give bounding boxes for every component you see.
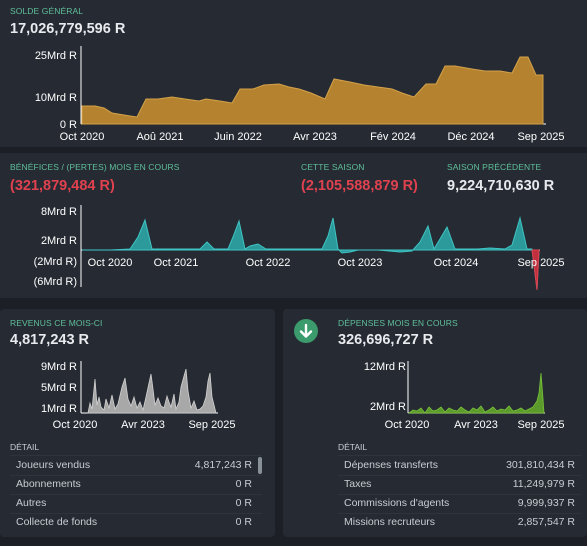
income-ytick-0: 9Mrd R: [41, 361, 77, 373]
income-row: Abonnements 0 R: [10, 475, 262, 494]
income-caption: REVENUS CE MOIS-CI: [10, 318, 103, 328]
balance-area: [81, 56, 544, 125]
income-row-value: 0 R: [235, 497, 252, 509]
income-value: 4,817,243 R: [10, 332, 90, 348]
profit-xtick-4: Oct 2024: [434, 257, 479, 269]
income-chart: 9Mrd R 5Mrd R 1Mrd R Oct 2020 Avr 2023 S…: [41, 361, 236, 431]
income-row: Collecte de fonds 0 R: [10, 513, 262, 532]
expenses-value: 326,696,727 R: [338, 332, 434, 348]
income-row: Autres 0 R: [10, 494, 262, 513]
income-row-value: 0 R: [235, 516, 252, 528]
balance-ytick-0: 25Mrd R: [35, 50, 77, 62]
profit-prev-caption: SAISON PRÉCÉDENTE: [447, 162, 542, 172]
balance-xtick-3: Avr 2023: [293, 131, 337, 143]
profit-prev-value: 9,224,710,630 R: [447, 178, 555, 194]
balance-xtick-1: Aoû 2021: [136, 131, 183, 143]
profit-ytick-3: (6Mrd R): [34, 276, 77, 288]
income-detail-caption: DÉTAIL: [10, 442, 40, 452]
expenses-row-value: 2,857,547 R: [517, 516, 575, 528]
expenses-row: Missions recruteurs 2,857,547 R: [338, 513, 581, 532]
profit-panel: BÉNÉFICES / (PERTES) MOIS EN COURS (321,…: [0, 153, 587, 298]
profit-area: [82, 216, 540, 290]
profit-month-caption: BÉNÉFICES / (PERTES) MOIS EN COURS: [10, 162, 180, 172]
balance-value: 17,026,779,596 R: [10, 21, 126, 37]
income-panel: REVENUS CE MOIS-CI 4,817,243 R 9Mrd R 5M…: [0, 309, 275, 537]
balance-panel: SOLDE GÉNÉRAL 17,026,779,596 R 25Mrd R 1…: [0, 0, 587, 147]
income-xtick-1: Avr 2023: [121, 419, 165, 431]
income-ytick-2: 1Mrd R: [41, 403, 77, 415]
expenses-xtick-2: Sep 2025: [517, 419, 564, 431]
divider: [338, 455, 581, 456]
balance-xtick-5: Déc 2024: [447, 131, 494, 143]
income-row-label: Autres: [16, 497, 47, 509]
income-row-label: Abonnements: [16, 478, 81, 490]
expenses-row-label: Missions recruteurs: [344, 516, 436, 528]
expenses-row: Taxes 11,249,979 R: [338, 475, 581, 494]
income-row-label: Joueurs vendus: [16, 459, 91, 471]
profit-xtick-2: Oct 2022: [246, 257, 291, 269]
expenses-detail-caption: DÉTAIL: [338, 442, 368, 452]
expenses-area: [407, 372, 545, 414]
profit-xtick-1: Oct 2021: [154, 257, 199, 269]
income-scrollbar[interactable]: [258, 457, 262, 474]
balance-xtick-6: Sep 2025: [517, 131, 564, 143]
divider: [338, 513, 581, 514]
income-ytick-1: 5Mrd R: [41, 382, 77, 394]
profit-season-value: (2,105,588,879 R): [301, 178, 418, 194]
profit-season-caption: CETTE SAISON: [301, 162, 365, 172]
profit-ytick-0: 8Mrd R: [41, 206, 77, 218]
divider: [10, 513, 262, 514]
expenses-row-label: Commissions d'agents: [344, 497, 450, 509]
income-row-value: 4,817,243 R: [194, 459, 252, 471]
profit-ytick-2: (2Mrd R): [34, 256, 77, 268]
expenses-row-value: 9,999,937 R: [517, 497, 575, 509]
expenses-xtick-1: Avr 2023: [454, 419, 498, 431]
profit-chart: 8Mrd R 2Mrd R (2Mrd R) (6Mrd R) Oct 2020…: [34, 205, 565, 291]
divider: [338, 475, 581, 476]
expenses-row-label: Taxes: [344, 478, 372, 490]
divider: [10, 494, 262, 495]
expenses-panel: DÉPENSES MOIS EN COURS 326,696,727 R 12M…: [283, 309, 587, 537]
balance-xtick-4: Fév 2024: [370, 131, 416, 143]
profit-negative-segment: [531, 249, 540, 291]
income-area: [87, 368, 217, 414]
income-xtick-0: Oct 2020: [53, 419, 98, 431]
income-xtick-2: Sep 2025: [188, 419, 235, 431]
balance-caption: SOLDE GÉNÉRAL: [10, 6, 84, 16]
expenses-ytick-0: 12Mrd R: [364, 361, 406, 373]
balance-xtick-2: Juin 2022: [214, 131, 262, 143]
profit-xtick-5: Sep 2025: [517, 257, 564, 269]
profit-xtick-3: Oct 2023: [338, 257, 383, 269]
profit-ytick-1: 2Mrd R: [41, 235, 77, 247]
profit-xtick-0: Oct 2020: [88, 257, 133, 269]
divider: [10, 455, 262, 456]
expenses-caption: DÉPENSES MOIS EN COURS: [338, 318, 458, 328]
balance-chart: 25Mrd R 10Mrd R 0 R Oct 2020 Aoû 2021 Ju…: [35, 46, 565, 143]
income-row-label: Collecte de fonds: [16, 516, 98, 528]
balance-xtick-0: Oct 2020: [60, 131, 105, 143]
divider: [338, 494, 581, 495]
expenses-row-value: 11,249,979 R: [512, 478, 575, 490]
expenses-row-label: Dépenses transferts: [344, 459, 438, 471]
balance-ytick-2: 0 R: [60, 119, 77, 131]
balance-ytick-1: 10Mrd R: [35, 92, 77, 104]
expenses-chart: 12Mrd R 2Mrd R Oct 2020 Avr 2023 Sep 202…: [364, 361, 565, 431]
expenses-row: Dépenses transferts 301,810,434 R: [338, 456, 581, 475]
profit-month-value: (321,879,484 R): [10, 178, 115, 194]
expenses-ytick-1: 2Mrd R: [370, 401, 406, 413]
expenses-xtick-0: Oct 2020: [385, 419, 430, 431]
expenses-row-value: 301,810,434 R: [506, 459, 575, 471]
income-row: Joueurs vendus 4,817,243 R: [10, 456, 262, 475]
expenses-row: Commissions d'agents 9,999,937 R: [338, 494, 581, 513]
arrow-down-icon: [294, 319, 318, 343]
income-row-value: 0 R: [235, 478, 252, 490]
divider: [10, 475, 262, 476]
